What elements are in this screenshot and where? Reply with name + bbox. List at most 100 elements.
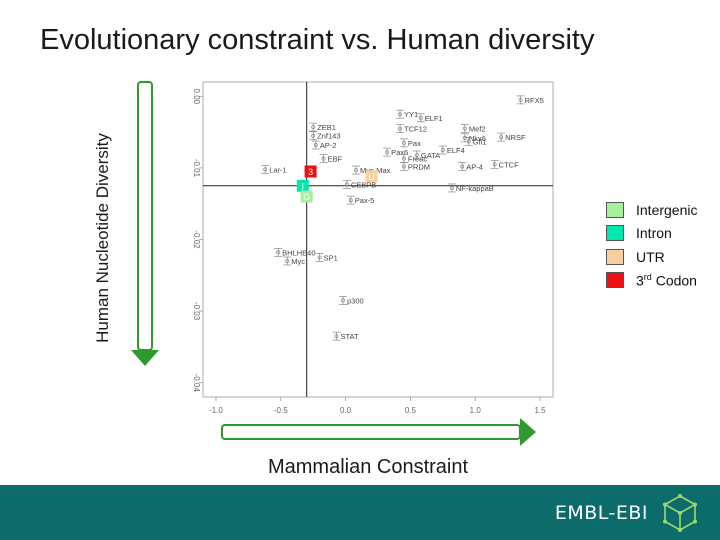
point-label: Pax6 — [391, 148, 408, 157]
x-tick-label: -0.5 — [274, 406, 288, 415]
legend-label-intergenic: Intergenic — [636, 201, 698, 218]
legend-item-utr: UTR — [606, 245, 697, 269]
slide-title: Evolutionary constraint vs. Human divers… — [40, 24, 595, 56]
data-point — [263, 167, 268, 172]
y-tick-label: -0.04 — [192, 374, 201, 393]
footer-bar: EMBL-EBI — [0, 485, 720, 540]
legend: Intergenic Intron UTR 3rd Codon — [606, 198, 697, 292]
data-point — [285, 259, 290, 263]
point-label: SP1 — [324, 253, 338, 262]
point-label: AP-2 — [320, 141, 337, 150]
category-marker — [296, 179, 309, 192]
legend-item-intron: Intron — [606, 222, 697, 246]
point-label: EBF — [328, 155, 343, 164]
data-point — [499, 135, 504, 140]
category-marker — [300, 190, 313, 203]
legend-swatch-intergenic — [606, 201, 624, 218]
category-marker — [365, 170, 378, 183]
point-label: CEBPB — [351, 180, 376, 189]
legend-swatch-3rd-codon — [606, 272, 624, 289]
point-label: GATA — [421, 151, 440, 160]
point-label: BHLHE40 — [282, 248, 315, 257]
legend-swatch-utr — [606, 248, 624, 265]
data-point — [276, 250, 281, 255]
y-tick-label: -0.03 — [192, 302, 201, 321]
data-point — [462, 126, 467, 131]
x-tick-label: 0.0 — [340, 406, 352, 415]
point-label: YY1 — [404, 110, 418, 119]
data-point — [449, 186, 454, 190]
data-point — [344, 182, 349, 187]
data-point — [334, 334, 339, 339]
point-label: CTCF — [499, 160, 519, 169]
x-tick-label: 1.5 — [534, 406, 546, 415]
footer-brand: EMBL-EBI — [554, 502, 648, 524]
data-point — [398, 112, 402, 117]
legend-item-intergenic: Intergenic — [606, 198, 697, 222]
data-point — [313, 143, 318, 147]
data-point — [341, 298, 345, 303]
data-point — [401, 140, 406, 145]
point-label: Mef2 — [469, 125, 486, 134]
point-label: AP-4 — [466, 162, 483, 171]
legend-label-utr: UTR — [636, 248, 665, 265]
data-point — [418, 115, 423, 120]
data-point — [398, 126, 402, 131]
data-point — [518, 97, 523, 102]
scatter-plot-canvas: -1.0 -0.5 0.0 0.5 1.0 1.5 0.00 -0.01 -0.02 -0.03 -… — [192, 81, 554, 415]
point-label: PRDM — [408, 162, 430, 171]
point-label: Pax-5 — [355, 196, 375, 205]
point-label: Freac — [408, 155, 427, 164]
point-label: Lar-1 — [269, 165, 287, 174]
category-marker-label: I — [302, 181, 305, 191]
data-point — [311, 125, 316, 130]
plot-frame — [202, 81, 554, 398]
data-point — [321, 156, 326, 161]
legend-label-intron: Intron — [636, 225, 672, 242]
category-marker-label: 3 — [308, 167, 313, 177]
point-label: STAT — [341, 332, 359, 341]
x-axis-title: Mammalian Constraint — [267, 456, 469, 478]
data-point — [317, 255, 322, 260]
data-point — [414, 153, 419, 157]
category-marker — [304, 165, 317, 178]
y-tick-label: -0.02 — [192, 230, 201, 249]
x-tick-label: 0.5 — [405, 406, 417, 415]
point-label: Znf143 — [317, 132, 340, 141]
scatter-plot: -1.0 -0.5 0.0 0.5 1.0 1.5 0.00 -0.01 -0.02 -0.03 -… — [192, 81, 554, 415]
x-tick-label: 1.0 — [470, 406, 482, 415]
data-point — [462, 135, 467, 140]
point-label: Nkx6 — [469, 134, 486, 143]
data-point — [492, 162, 497, 167]
point-label: Pax — [408, 139, 421, 148]
point-label: Gfi1 — [473, 137, 487, 146]
data-point — [460, 164, 465, 169]
point-label: ELF1 — [425, 114, 443, 123]
point-label: ZEB1 — [317, 123, 336, 132]
vertical-arrow — [131, 81, 159, 366]
legend-item-3rd-codon: 3rd Codon — [606, 269, 697, 293]
category-marker-label: U — [368, 172, 375, 182]
point-label: NF-kappaB — [456, 184, 494, 193]
data-point — [311, 133, 316, 138]
data-point — [401, 164, 406, 169]
point-label: p300 — [347, 296, 364, 305]
horizontal-arrow — [221, 418, 536, 446]
axis-arrows — [131, 81, 536, 446]
y-tick-label: 0.00 — [192, 89, 201, 105]
legend-label-3rd-codon: 3rd Codon — [636, 271, 697, 289]
category-marker-label: G — [303, 192, 310, 202]
point-label: ELF4 — [447, 146, 465, 155]
data-point — [440, 148, 445, 152]
point-label: TCF12 — [404, 125, 427, 134]
legend-swatch-intron — [606, 225, 624, 242]
data-point — [466, 139, 471, 144]
data-point — [354, 168, 358, 173]
x-tick-label: -1.0 — [209, 406, 223, 415]
point-label: NRSF — [505, 133, 526, 142]
point-label: RFX5 — [525, 96, 544, 105]
data-point — [401, 156, 406, 161]
y-tick-label: -0.01 — [192, 159, 201, 178]
data-point — [385, 150, 390, 155]
data-point — [348, 198, 353, 203]
